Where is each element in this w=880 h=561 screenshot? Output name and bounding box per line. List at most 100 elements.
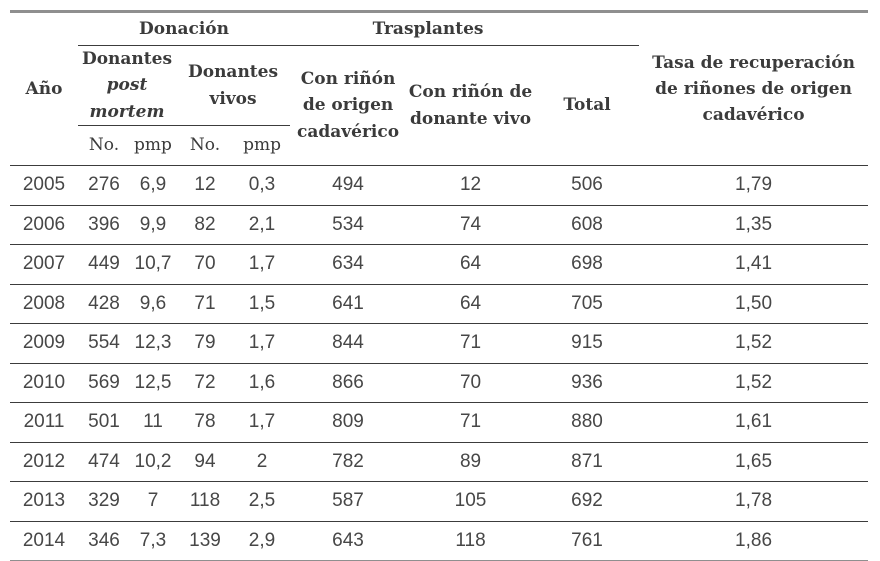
cell-pm_no: 276 [88,174,120,196]
cell-tasa: 1,50 [735,292,773,314]
cell-trasplante_cadaverico: 587 [332,490,364,512]
cell-trasplante_cadaverico: 809 [332,411,364,433]
cell-trasplante_vivo: 118 [455,529,486,551]
table-row: 2009 554 12,3 79 1,7 844 71 915 1,52 [10,323,869,364]
cell-pm_no: 396 [88,213,120,235]
cell-trasplante_cadaverico: 844 [332,332,364,354]
cell-ano: 2009 [22,332,66,354]
cell-vivos_pmp: 0,3 [248,174,276,196]
cell-vivos_pmp: 2,9 [248,529,276,551]
cell-vivos_no: 70 [194,253,216,275]
cell-trasplante_cadaverico: 534 [332,213,364,235]
cell-ano: 2012 [22,450,66,472]
kidney-donation-transplant-table: Año Donación Trasplantes Tasa de recuper… [10,10,869,561]
cell-pm_pmp: 9,6 [139,292,167,314]
group-header-trasplantes: Trasplantes [290,11,640,46]
cell-trasplante_vivo: 74 [459,213,482,235]
cell-pm_pmp: 9,9 [139,213,167,235]
cell-vivos_pmp: 1,7 [248,253,276,275]
cell-total: 692 [571,490,603,512]
cell-vivos_pmp: 1,5 [248,292,276,314]
col-header-tasa-recuperacion: Tasa de recuperación de riñones de orige… [652,52,855,126]
cell-pm_pmp: 10,7 [134,253,172,275]
group-header-row: Año Donación Trasplantes Tasa de recuper… [10,11,868,125]
col-header-rinon-cadaverico: Con riñón de origen cadavérico [296,69,400,142]
cell-vivos_no: 72 [194,371,216,393]
col-header-rinon-vivo: Con riñón de donante vivo [408,82,533,129]
cell-vivos_no: 94 [194,450,216,472]
cell-trasplante_cadaverico: 494 [332,174,364,196]
table-row: 2005 276 6,9 12 0,3 494 12 506 1,79 [10,166,868,206]
table-row: 2010 569 12,5 72 1,6 866 70 936 1,52 [10,363,869,403]
cell-trasplante_vivo: 71 [459,411,482,433]
cell-vivos_no: 71 [194,292,216,314]
sub-header-row: Donantes post mortem Donantes vivos Con … [10,45,868,142]
table-body: 2005 276 6,9 12 0,3 494 12 506 1,79 2006 396 9,9 82 2… [10,166,869,561]
page: { "colors": { "text_header": "#3b3b3b", … [0,10,880,561]
cell-ano: 2007 [22,253,66,275]
cell-pm_no: 346 [88,529,120,551]
cell-pm_no: 428 [88,292,120,314]
table-row: 2014 346 7,3 139 2,9 643 118 761 1,86 [10,521,869,561]
cell-pm_pmp: 12,5 [134,371,172,393]
cell-pm_pmp: 12,3 [134,332,172,354]
cell-pm_no: 554 [88,332,120,354]
col-header-no-post-mortem: No. [88,135,120,156]
cell-trasplante_vivo: 12 [459,174,482,196]
cell-total: 936 [571,371,603,393]
cell-ano: 2011 [23,411,65,433]
cell-trasplante_vivo: 71 [459,332,482,354]
cell-total: 880 [571,411,603,433]
col-header-ano: Año [25,78,63,99]
cell-tasa: 1,61 [735,411,773,433]
cell-tasa: 1,35 [735,213,773,235]
cell-trasplante_vivo: 105 [454,490,487,512]
cell-ano: 2013 [22,490,66,512]
cell-vivos_pmp: 1,7 [248,411,276,433]
cell-vivos_no: 78 [194,411,216,433]
cell-total: 705 [571,292,603,314]
cell-vivos_no: 118 [189,490,221,512]
col-header-donantes-post-mortem: Donantes post mortem [78,45,176,127]
table-row: 2007 449 10,7 70 1,7 634 64 698 1,41 [10,244,869,285]
col-header-no-vivos: No. [189,135,221,156]
cell-ano: 2008 [22,292,66,314]
table-row: 2006 396 9,9 82 2,1 534 74 608 1,35 [10,205,869,245]
table-header: Año Donación Trasplantes Tasa de recuper… [10,11,869,166]
cell-total: 608 [571,213,603,235]
cell-vivos_pmp: 1,6 [248,371,276,393]
cell-pm_no: 449 [88,253,120,275]
cell-pm_no: 329 [88,490,120,512]
cell-vivos_pmp: 1,7 [248,332,276,354]
cell-ano: 2014 [22,529,66,551]
cell-total: 506 [571,174,603,196]
cell-pm_no: 474 [88,450,120,472]
cell-total: 698 [571,253,603,275]
table-row: 2008 428 9,6 71 1,5 641 64 705 1,50 [10,284,869,324]
cell-ano: 2005 [22,174,66,196]
cell-total: 871 [571,450,603,472]
cell-vivos_pmp: 2 [256,450,268,472]
cell-pm_pmp: 6,9 [139,174,167,196]
cell-trasplante_vivo: 89 [459,450,482,472]
cell-total: 761 [571,529,603,551]
cell-trasplante_cadaverico: 866 [332,371,364,393]
donantes-post-mortem-plain: Donantes [81,49,173,69]
cell-ano: 2006 [22,213,66,235]
cell-vivos_no: 82 [194,213,216,235]
col-header-total: Total [563,95,611,116]
cell-trasplante_vivo: 64 [459,253,482,275]
cell-trasplante_vivo: 64 [459,292,482,314]
cell-tasa: 1,86 [735,529,773,551]
cell-vivos_no: 79 [194,332,216,354]
cell-pm_no: 569 [88,371,120,393]
cell-trasplante_cadaverico: 643 [332,529,364,551]
unit-header-row: No. pmp No. pmp [10,126,868,166]
cell-total: 915 [571,332,603,354]
cell-trasplante_cadaverico: 641 [332,292,364,314]
group-header-donacion: Donación [78,11,291,46]
table-row: 2012 474 10,2 94 2 782 89 871 1,65 [10,442,869,482]
cell-pm_pmp: 7,3 [139,529,167,551]
cell-tasa: 1,79 [735,174,773,196]
col-header-pmp-vivos: pmp [243,135,281,156]
